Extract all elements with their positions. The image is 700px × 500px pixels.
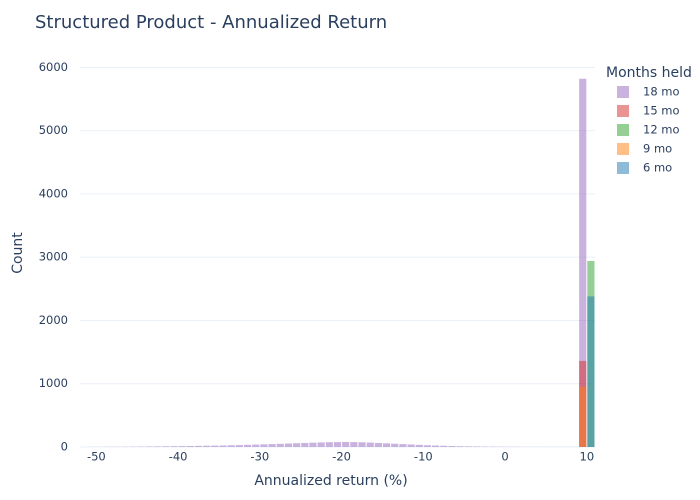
x-tick-label: -30 [250,450,269,464]
legend-swatch [617,105,629,117]
histogram-bar [170,446,178,447]
histogram-bar [235,445,243,447]
histogram-bar [358,442,366,447]
histogram-bar [268,444,276,447]
legend-label: 18 mo [643,85,680,99]
histogram-bar [579,386,587,447]
histogram-bar [374,442,382,447]
histogram-bar [145,446,154,447]
histogram-bar [309,442,317,447]
histogram-bar [243,444,252,447]
histogram-bar [227,445,235,447]
histogram-bar [293,443,301,447]
y-tick-label: 6000 [39,60,68,74]
y-tick-label: 5000 [39,123,68,137]
histogram-bar [186,445,194,447]
histogram-bar [260,444,268,447]
x-tick-label: -50 [87,450,106,464]
legend-label: 12 mo [643,123,680,137]
histogram-bar [464,446,472,447]
histogram-bar [456,446,464,447]
histogram-bar [276,443,284,447]
histogram-bar [284,443,293,447]
histogram-bar [342,441,350,447]
histogram-bar [440,445,448,447]
histogram-bar [219,445,227,447]
legend-label: 6 mo [643,161,672,175]
histogram-bar [432,445,440,447]
legend-swatch [617,143,629,155]
y-axis-title: Count [10,232,26,274]
legend-swatch [617,86,629,98]
histogram-bar [211,445,219,447]
histogram-bar [448,446,456,447]
histogram-bar [325,442,333,447]
x-tick-label: -20 [332,450,351,464]
chart-title: Structured Product - Annualized Return [35,12,387,33]
histogram-bar [472,446,481,447]
x-tick-label: -10 [414,450,433,464]
histogram-bar [154,446,162,447]
histogram-bar [203,445,211,447]
histogram-bar [366,442,374,447]
histogram-bar [423,445,432,447]
legend-label: 9 mo [643,142,672,156]
histogram-bar [317,442,325,447]
histogram-bar [407,444,415,447]
y-tick-label: 4000 [39,186,68,200]
y-tick-label: 0 [61,440,68,454]
x-tick-label: -40 [169,450,188,464]
histogram-bar [415,444,423,447]
legend-swatch [617,124,629,136]
legend-label: 15 mo [643,104,680,118]
y-tick-label: 3000 [39,250,68,264]
x-tick-label: 10 [580,450,595,464]
histogram-bar [350,442,358,447]
histogram-bar [579,78,587,448]
y-tick-label: 1000 [39,376,68,390]
histogram-bar [399,444,407,447]
histogram-bar [587,296,595,447]
histogram-bar [333,442,342,447]
histogram-bar [252,444,260,447]
y-tick-label: 2000 [39,313,68,327]
legend-swatch [617,162,629,174]
histogram-bar [162,446,170,447]
histogram-bar [391,443,399,447]
legend-title: Months held [606,65,692,81]
histogram-bar [178,446,186,447]
histogram-bar [194,445,203,447]
x-axis-title: Annualized return (%) [254,473,407,489]
x-tick-label: 0 [501,450,508,464]
histogram-bar [382,443,391,447]
histogram-bar [301,442,309,447]
